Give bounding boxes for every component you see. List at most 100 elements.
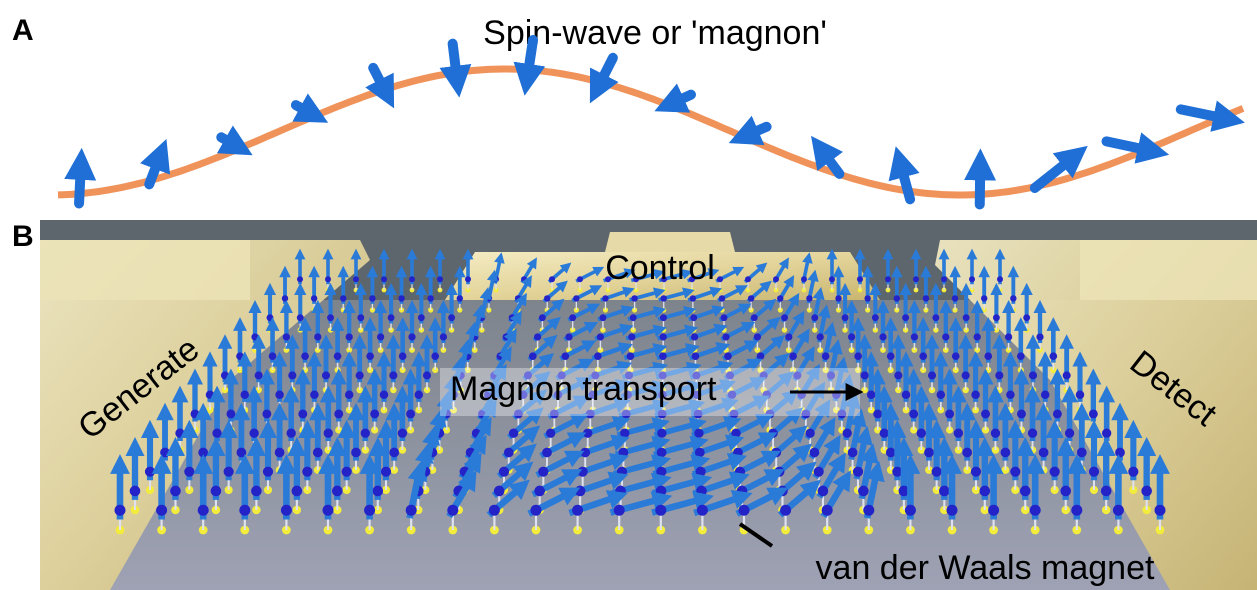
- atom-blue: [599, 314, 607, 322]
- spin-arrow: [811, 135, 845, 179]
- atom-blue: [114, 504, 126, 516]
- magnet-lattice: [110, 248, 1170, 535]
- atom-blue: [577, 276, 583, 283]
- atom-blue: [301, 352, 309, 361]
- atom-blue: [448, 314, 456, 322]
- atom-blue: [366, 352, 374, 361]
- atom-blue: [980, 295, 988, 302]
- atom-blue: [380, 466, 392, 477]
- atom-blue: [898, 485, 910, 497]
- atom-blue: [633, 276, 639, 283]
- atom-blue: [351, 447, 361, 458]
- atom-blue: [236, 447, 247, 458]
- atom-blue: [1019, 485, 1031, 497]
- atom-blue: [1115, 447, 1125, 458]
- atom-blue: [223, 466, 234, 477]
- atom-blue: [860, 371, 869, 380]
- atom-blue: [427, 295, 434, 302]
- atom-blue: [852, 466, 864, 477]
- atom-blue: [1100, 485, 1112, 497]
- atom-blue: [254, 371, 263, 380]
- atom-blue: [1029, 504, 1041, 516]
- atom-blue: [924, 447, 934, 458]
- atom-blue: [722, 333, 730, 341]
- atom-blue: [565, 333, 573, 341]
- atom-blue: [357, 314, 365, 322]
- atom-blue: [725, 371, 735, 380]
- atom-blue: [863, 504, 875, 516]
- atom-blue: [1038, 447, 1049, 458]
- atom-blue: [801, 276, 807, 283]
- atom-blue: [995, 371, 1004, 380]
- atom-blue: [591, 371, 600, 380]
- panel-label: B: [12, 220, 34, 253]
- atom-blue: [594, 352, 602, 361]
- atom-blue: [842, 428, 852, 438]
- atom-blue: [922, 295, 930, 302]
- atom-blue: [262, 466, 274, 477]
- atom-blue: [885, 447, 896, 458]
- atom-blue: [661, 276, 667, 283]
- atom-blue: [657, 409, 667, 419]
- atom-blue: [695, 466, 706, 477]
- atom-blue: [939, 485, 950, 497]
- atom-blue: [465, 276, 471, 283]
- atom-blue: [1060, 485, 1072, 497]
- atom-blue: [747, 295, 755, 302]
- atom-blue: [557, 371, 566, 380]
- atom-blue: [858, 485, 869, 497]
- atom-blue: [731, 428, 741, 438]
- atom-blue: [1112, 504, 1124, 516]
- atom-blue: [973, 333, 981, 341]
- atom-blue: [1075, 390, 1085, 399]
- atom-blue: [656, 447, 667, 458]
- atom-blue: [984, 352, 993, 361]
- atom-blue: [530, 504, 542, 516]
- atom-blue: [1040, 390, 1050, 399]
- atom-blue: [1049, 466, 1060, 477]
- atom-blue: [629, 314, 637, 322]
- atom-blue: [534, 485, 545, 497]
- atom-blue: [212, 428, 222, 438]
- transport-label: Magnon transport: [450, 370, 717, 408]
- atom-blue: [970, 466, 982, 477]
- spin-arrow: [290, 93, 329, 123]
- atom-blue: [809, 447, 820, 458]
- control-label: Control: [605, 249, 715, 287]
- atom-blue: [291, 485, 303, 497]
- spin-arrow: [1101, 132, 1170, 164]
- atom-blue: [913, 276, 919, 283]
- atom-blue: [493, 485, 505, 497]
- atom-blue: [280, 504, 292, 516]
- atom-blue: [325, 276, 331, 283]
- atom-blue: [298, 409, 308, 419]
- atom-blue: [156, 504, 168, 516]
- atom-blue: [543, 295, 551, 302]
- atom-blue: [780, 504, 792, 516]
- atom-blue: [1064, 428, 1075, 438]
- generate-electrode-pad: [40, 240, 250, 300]
- atom-blue: [262, 409, 272, 419]
- atom-blue: [919, 352, 928, 361]
- atom-blue: [518, 390, 528, 399]
- atom-blue: [437, 276, 443, 283]
- atom-blue: [946, 504, 958, 516]
- atom-blue: [288, 371, 297, 380]
- atom-blue: [389, 371, 398, 380]
- atom-blue: [197, 504, 209, 516]
- atom-blue: [286, 428, 296, 438]
- atom-blue: [341, 466, 352, 477]
- atom-blue: [602, 295, 609, 302]
- atom-blue: [932, 314, 940, 322]
- atom-blue: [406, 409, 416, 419]
- atom-blue: [658, 371, 667, 380]
- atom-blue: [1010, 295, 1017, 302]
- atom-blue: [854, 352, 862, 361]
- atom-blue: [314, 333, 322, 341]
- atom-blue: [422, 371, 432, 380]
- atom-blue: [387, 314, 395, 322]
- material-label: van der Waals magnet: [816, 549, 1155, 587]
- atom-blue: [523, 371, 533, 380]
- atom-blue: [175, 428, 185, 438]
